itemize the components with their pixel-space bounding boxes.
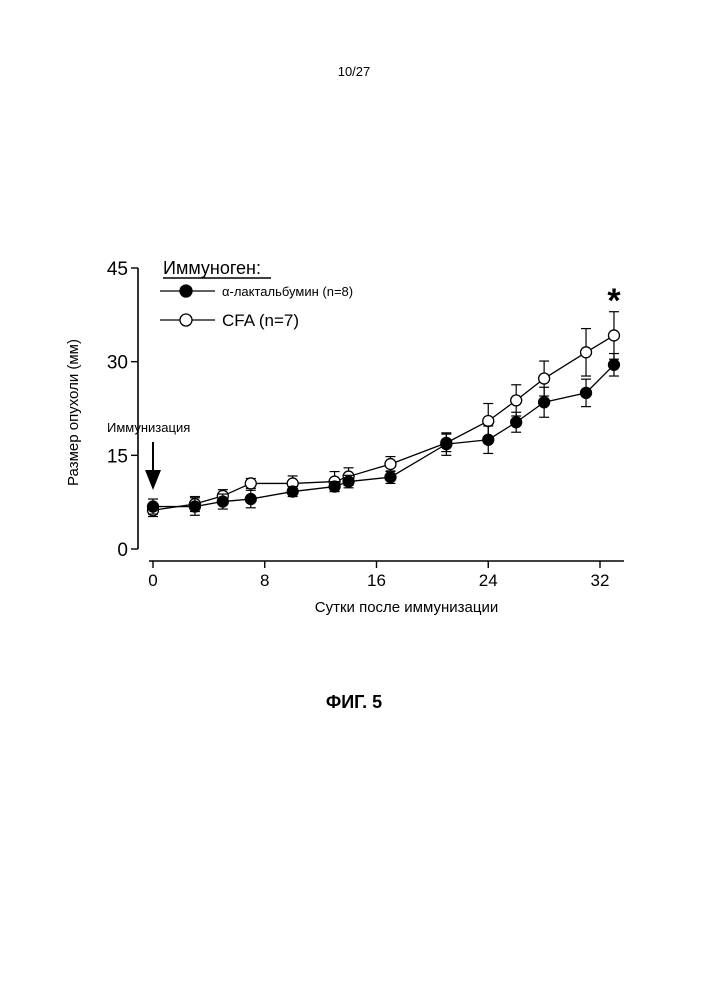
data-point-open (385, 459, 396, 470)
data-point-open (581, 347, 592, 358)
data-point-filled (608, 359, 619, 370)
data-point-open (483, 415, 494, 426)
data-point-filled (245, 494, 256, 505)
data-point-filled (539, 397, 550, 408)
series-line-1 (153, 335, 614, 510)
immunization-label: Иммунизация (107, 420, 190, 435)
y-tick-label: 45 (107, 259, 128, 280)
data-point-open (608, 330, 619, 341)
x-axis-label: Сутки после иммунизации (315, 599, 498, 616)
data-point-filled (343, 476, 354, 487)
data-point-open (511, 395, 522, 406)
legend-title: Иммуноген: (163, 258, 261, 278)
data-point-filled (581, 387, 592, 398)
data-point-open (245, 478, 256, 489)
data-point-filled (189, 501, 200, 512)
x-tick-label: 32 (591, 571, 610, 590)
legend-label: α-лактальбумин (n=8) (222, 284, 353, 299)
data-point-filled (148, 501, 159, 512)
x-tick-label: 16 (367, 571, 386, 590)
series-line-0 (153, 365, 614, 507)
data-point-filled (441, 439, 452, 450)
figure-label: ФИГ. 5 (0, 692, 708, 713)
x-tick-label: 8 (260, 571, 269, 590)
legend: Иммуноген: α-лактальбумин (n=8) CFA (n=7) (160, 258, 353, 330)
legend-marker-filled (180, 285, 192, 297)
data-point-filled (217, 496, 228, 507)
y-tick-label: 30 (107, 353, 128, 374)
plot-area (148, 312, 620, 517)
y-tick-label: 15 (107, 446, 128, 467)
data-point-filled (511, 417, 522, 428)
immunization-arrow-head (145, 470, 161, 490)
x-tick-label: 24 (479, 571, 498, 590)
legend-marker-open (180, 314, 192, 326)
data-point-filled (385, 472, 396, 483)
legend-label: CFA (n=7) (222, 311, 299, 330)
y-axis-label: Размер опухоли (мм) (65, 339, 82, 486)
y-tick-label: 0 (117, 540, 128, 561)
data-point-filled (287, 486, 298, 497)
x-tick-label: 0 (148, 571, 157, 590)
data-point-open (539, 373, 550, 384)
data-point-filled (483, 434, 494, 445)
chart-axes: 0 8 16 24 32 Сутки после иммунизации 0 15 30 45 Ра… (65, 259, 624, 616)
data-point-filled (329, 481, 340, 492)
